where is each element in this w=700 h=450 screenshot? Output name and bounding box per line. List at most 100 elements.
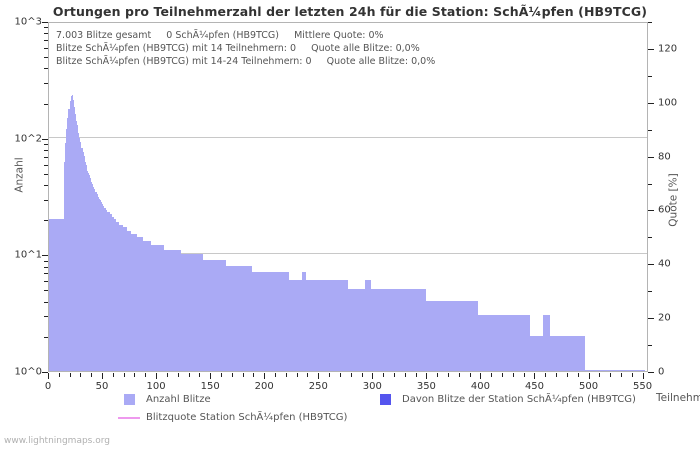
bar bbox=[84, 161, 86, 371]
axis-tick bbox=[648, 372, 654, 373]
bar bbox=[630, 370, 638, 371]
watermark: www.lightningmaps.org bbox=[4, 436, 110, 446]
axis-tick bbox=[232, 373, 233, 377]
bar bbox=[301, 272, 305, 371]
axis-tick bbox=[372, 373, 373, 379]
legend-label-blitzquote: Blitzquote Station SchÃ¼pfen (HB9TCG) bbox=[146, 412, 348, 423]
bar bbox=[361, 289, 365, 371]
bar bbox=[533, 335, 537, 371]
axis-tick bbox=[524, 373, 525, 377]
bar bbox=[377, 289, 381, 371]
bar bbox=[491, 315, 495, 371]
bar bbox=[317, 280, 320, 371]
bar bbox=[89, 174, 91, 371]
bar bbox=[217, 259, 220, 371]
bar bbox=[176, 249, 179, 371]
axis-tick bbox=[545, 373, 546, 377]
bar bbox=[140, 237, 142, 371]
bar bbox=[271, 272, 274, 371]
bar bbox=[380, 289, 385, 371]
bar bbox=[174, 249, 177, 371]
y-tick-label-right: 100 bbox=[658, 97, 678, 109]
bar bbox=[520, 315, 524, 371]
bar bbox=[332, 280, 336, 371]
bar bbox=[260, 272, 264, 371]
bars-layer bbox=[49, 23, 647, 371]
bar bbox=[439, 300, 443, 371]
bar bbox=[507, 315, 511, 371]
bar bbox=[526, 315, 531, 371]
bar bbox=[123, 227, 125, 371]
bar bbox=[295, 280, 298, 371]
axis-tick bbox=[44, 57, 48, 58]
bar bbox=[335, 280, 339, 371]
bar bbox=[209, 259, 212, 371]
bar bbox=[325, 280, 329, 371]
legend-line-blitzquote bbox=[118, 417, 140, 419]
bar bbox=[250, 265, 253, 371]
bar bbox=[247, 265, 251, 371]
bar bbox=[145, 241, 147, 371]
bar bbox=[617, 370, 625, 371]
bar bbox=[200, 254, 203, 371]
axis-tick bbox=[44, 337, 48, 338]
bar bbox=[267, 272, 270, 371]
bar bbox=[172, 249, 175, 371]
bar bbox=[643, 370, 645, 371]
bar bbox=[234, 265, 238, 371]
bar bbox=[81, 147, 83, 371]
bar bbox=[367, 280, 372, 371]
bar bbox=[310, 280, 313, 371]
bar bbox=[406, 289, 411, 371]
axis-tick bbox=[189, 373, 190, 377]
bar bbox=[143, 241, 145, 371]
bar bbox=[329, 280, 333, 371]
bar bbox=[559, 335, 563, 371]
bar bbox=[144, 241, 146, 371]
axis-tick bbox=[48, 373, 49, 379]
bar bbox=[104, 207, 106, 371]
legend-swatch-anzahl-blitze bbox=[124, 394, 135, 405]
bar bbox=[530, 335, 534, 371]
bar bbox=[64, 161, 66, 371]
axis-tick bbox=[44, 40, 48, 41]
bar bbox=[354, 289, 359, 371]
bar bbox=[147, 241, 149, 371]
bar bbox=[611, 370, 618, 371]
x-tick-label: 50 bbox=[95, 381, 109, 392]
axis-tick bbox=[42, 255, 48, 256]
bar bbox=[237, 265, 240, 371]
axis-tick bbox=[589, 373, 590, 379]
bar bbox=[110, 214, 112, 371]
axis-tick bbox=[307, 373, 308, 377]
bar bbox=[185, 254, 188, 371]
x-tick-label: 350 bbox=[416, 381, 436, 392]
bar bbox=[371, 289, 375, 371]
axis-tick bbox=[59, 373, 60, 377]
axis-tick bbox=[297, 373, 298, 377]
bar bbox=[134, 233, 136, 371]
axis-tick bbox=[648, 264, 654, 265]
axis-tick bbox=[253, 373, 254, 377]
bar bbox=[556, 335, 560, 371]
bar bbox=[130, 230, 132, 371]
bar bbox=[191, 254, 194, 371]
y-axis-label-right: Quote [%] bbox=[667, 173, 680, 227]
bar bbox=[119, 224, 121, 371]
bar bbox=[113, 219, 115, 371]
bar bbox=[546, 315, 550, 371]
axis-tick bbox=[502, 373, 503, 377]
bar bbox=[157, 245, 160, 371]
bar bbox=[71, 95, 73, 371]
bar bbox=[390, 289, 394, 371]
bar bbox=[263, 272, 266, 371]
bar bbox=[510, 315, 514, 371]
axis-tick bbox=[648, 318, 654, 319]
axis-tick bbox=[362, 373, 363, 377]
bar bbox=[314, 280, 318, 371]
axis-tick bbox=[459, 373, 460, 377]
bar bbox=[254, 272, 257, 371]
bar bbox=[598, 370, 605, 371]
bar bbox=[154, 245, 157, 371]
axis-tick bbox=[113, 373, 114, 377]
